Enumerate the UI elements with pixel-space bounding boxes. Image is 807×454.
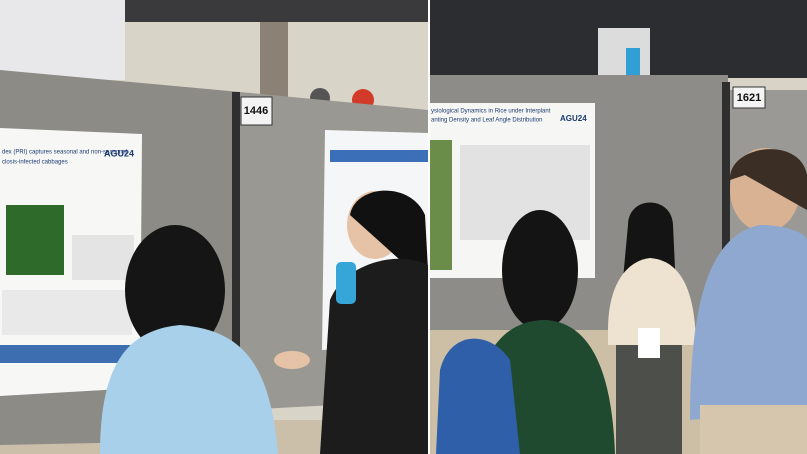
right-photo: 1621 ysiological Dynamics in Rice under …	[430, 0, 807, 454]
person-jacket	[320, 258, 428, 454]
divider	[428, 0, 430, 454]
person-hair	[729, 149, 807, 210]
water-bottle	[336, 262, 356, 304]
backpack	[436, 338, 520, 454]
person-hair	[350, 190, 428, 270]
poster-banner	[0, 345, 135, 363]
name-badge	[638, 328, 660, 358]
board-frame	[232, 92, 240, 442]
column	[598, 28, 650, 83]
booth-number: 1446	[244, 105, 268, 117]
left-photo: 1446 dex (PRI) captures seasonal and non…	[0, 0, 428, 454]
person-hair	[125, 225, 225, 355]
poster-title: dex (PRI) captures seasonal and non-seas…	[2, 150, 127, 156]
poster-figure	[430, 140, 452, 270]
poster-title: closis-infected cabbages	[2, 160, 68, 166]
person-trousers	[616, 345, 682, 454]
poster-header	[330, 150, 428, 162]
poster-title: ysiological Dynamics in Rice under Inter…	[431, 109, 551, 115]
person-hair	[502, 210, 578, 330]
poster-figure	[72, 235, 134, 280]
poster-title: anting Density and Leaf Angle Distributi…	[431, 118, 542, 124]
banner	[626, 48, 640, 78]
booth-sign	[732, 86, 766, 109]
poster-logo: AGU24	[104, 148, 134, 158]
person-hand	[274, 351, 310, 369]
booth-sign	[240, 96, 273, 126]
person-sweater	[100, 325, 278, 454]
person-shirt	[690, 225, 807, 420]
pillar	[260, 22, 288, 102]
poster-figure	[2, 290, 132, 335]
board-frame	[722, 82, 730, 332]
person-trousers	[700, 405, 807, 454]
column	[0, 0, 125, 80]
person-sweater	[608, 258, 696, 345]
booth-number: 1621	[737, 92, 761, 104]
poster-logo: AGU24	[560, 114, 587, 123]
poster-figure	[6, 205, 64, 275]
